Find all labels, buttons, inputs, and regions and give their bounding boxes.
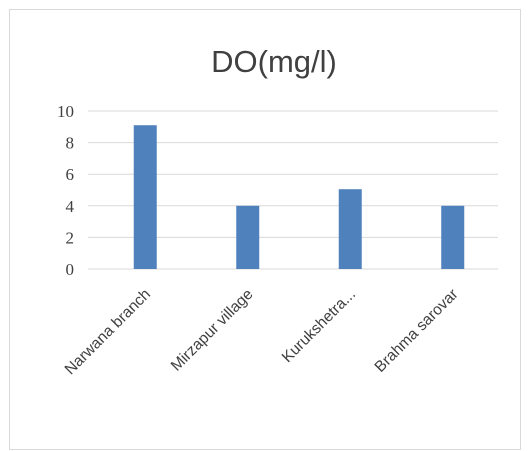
y-tick-label: 0 — [66, 260, 75, 279]
bar — [338, 189, 362, 269]
bar — [441, 205, 465, 269]
bars — [133, 125, 465, 269]
chart-frame — [9, 9, 521, 450]
y-tick-label: 4 — [66, 197, 75, 216]
x-category-label: Mirzapur village — [168, 286, 257, 375]
x-category-label: Kurukshetra... — [279, 286, 359, 366]
y-tick-label: 10 — [57, 102, 74, 121]
y-tick-label: 2 — [66, 228, 75, 247]
x-category-label: Narwana branch — [62, 286, 154, 378]
y-axis-ticks: 0 2 4 6 8 10 — [57, 102, 75, 279]
x-category-label: Brahma sarovar — [372, 286, 462, 376]
chart-title: DO(mg/l) — [211, 44, 337, 79]
y-tick-label: 8 — [66, 134, 75, 153]
bar — [133, 125, 157, 269]
y-tick-label: 6 — [66, 165, 75, 184]
bar — [236, 205, 260, 269]
x-axis-labels: Narwana branch Mirzapur village Kurukshetr… — [62, 286, 462, 378]
